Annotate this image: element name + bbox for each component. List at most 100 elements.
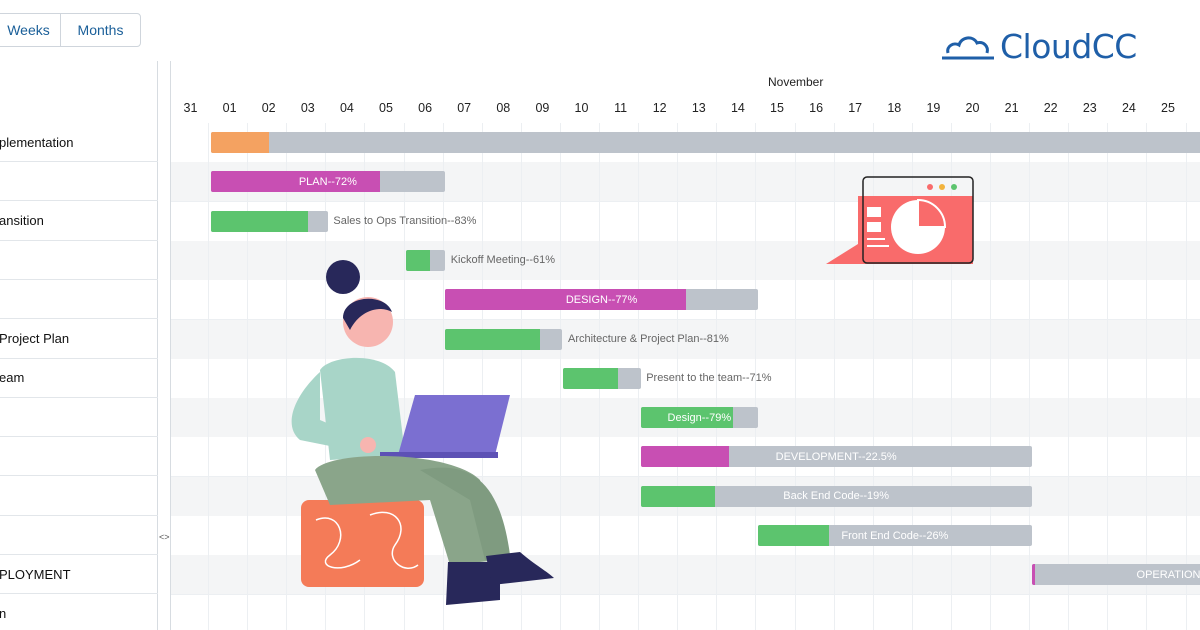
day-gridline	[481, 123, 483, 630]
task-progress-fill	[640, 446, 729, 468]
day-gridline	[325, 123, 327, 630]
months-view-button[interactable]: Months	[60, 13, 141, 47]
month-label: November	[768, 75, 824, 89]
task-side-label: Architecture & Project Plan--81%	[568, 332, 729, 345]
day-label: 06	[418, 101, 433, 115]
day-label: 14	[730, 101, 745, 115]
task-bar[interactable]: PLAN--72%	[210, 171, 446, 193]
task-bar[interactable]: OPERATIONS DEPL	[1031, 564, 1200, 586]
task-bar-label: Design--79%	[667, 411, 732, 424]
day-label: 18	[887, 101, 902, 115]
task-progress-fill	[210, 132, 270, 153]
timeline-row	[171, 594, 1200, 630]
task-bar[interactable]	[210, 132, 1200, 153]
task-bar[interactable]: Back End Code--19%	[640, 485, 1032, 507]
task-bar-label: Back End Code--19%	[783, 490, 890, 503]
day-label: 10	[574, 101, 589, 115]
day-label: 20	[965, 101, 980, 115]
day-label: 21	[1004, 101, 1019, 115]
day-label: 04	[339, 101, 354, 115]
day-gridline	[403, 123, 405, 630]
task-bar-label	[211, 132, 1200, 153]
day-label: 12	[652, 101, 667, 115]
day-gridline	[364, 123, 366, 630]
day-label: 15	[770, 101, 784, 115]
task-progress-fill	[210, 171, 380, 193]
day-label: 11	[614, 101, 628, 115]
task-name-row[interactable]	[0, 162, 158, 202]
brand-name: CloudCC	[1000, 26, 1137, 66]
task-name-row[interactable]: PLOYMENT	[0, 555, 158, 595]
task-bar[interactable]: Front End Code--26%	[758, 525, 1032, 546]
task-progress-fill	[406, 249, 430, 271]
day-gridline	[1146, 123, 1148, 630]
day-label: 05	[379, 101, 393, 115]
column-resizer[interactable]	[159, 61, 171, 630]
day-gridline	[208, 123, 209, 630]
task-name-row[interactable]	[0, 241, 158, 280]
day-label: 24	[1121, 101, 1136, 115]
task-name-row[interactable]	[0, 398, 158, 438]
task-name-label: eam	[0, 370, 25, 386]
task-name-label: n	[0, 606, 6, 621]
toolbar: Weeks Months	[0, 0, 1200, 62]
day-gridline	[911, 123, 913, 630]
task-bar-label: DESIGN--77%	[565, 293, 638, 306]
task-side-label: Sales to Ops Transition--83%	[333, 214, 477, 227]
day-gridline	[872, 123, 874, 630]
resize-handle-icon[interactable]: <>	[159, 532, 170, 542]
day-label: 23	[1082, 101, 1097, 115]
task-bar-label: Front End Code--26%	[841, 529, 949, 542]
day-label: 13	[691, 101, 706, 115]
day-gridline	[1068, 123, 1070, 630]
task-name-row[interactable]	[0, 477, 158, 516]
task-bar[interactable]	[562, 367, 641, 389]
task-progress-fill	[640, 407, 734, 429]
task-progress-fill	[640, 485, 715, 507]
task-bar[interactable]: DEVELOPMENT--22.5%	[640, 446, 1032, 468]
task-progress-fill	[445, 289, 687, 311]
day-gridline	[716, 123, 718, 630]
day-label: 09	[535, 101, 550, 115]
task-name-row[interactable]	[0, 280, 158, 320]
day-label: 01	[222, 101, 237, 115]
day-label: 25	[1161, 101, 1175, 115]
task-name-row[interactable]: Project Plan	[0, 320, 158, 359]
timeline-row	[171, 201, 1200, 241]
day-label: 22	[1043, 101, 1058, 115]
day-label: 19	[926, 101, 941, 115]
task-side-label: Kickoff Meeting--61%	[450, 253, 556, 266]
task-progress-fill	[562, 367, 618, 389]
task-bar[interactable]	[445, 328, 563, 350]
day-gridline	[442, 123, 444, 630]
task-name-row[interactable]: ansition	[0, 202, 158, 241]
day-label: 16	[809, 101, 824, 115]
day-label: 07	[457, 101, 472, 115]
task-name-label: Project Plan	[0, 331, 70, 346]
task-progress-fill	[445, 328, 541, 350]
task-name-label: ansition	[0, 213, 44, 229]
day-label: 02	[261, 101, 276, 115]
task-name-row[interactable]	[0, 437, 158, 477]
weeks-view-button[interactable]: Weeks	[0, 13, 61, 47]
day-label: 31	[183, 101, 198, 115]
task-bar[interactable]	[210, 210, 328, 232]
task-name-row[interactable]: n	[0, 595, 158, 630]
task-name-row[interactable]: plementation	[0, 123, 158, 162]
gantt-timeline: November 31 01 02 03 04 05 06 07 08 09 10 11 12 13 14 1…	[171, 61, 1200, 630]
day-gridline	[559, 123, 561, 630]
day-label: 03	[300, 101, 315, 115]
task-bar[interactable]	[406, 249, 446, 271]
day-gridline	[833, 123, 835, 630]
task-side-label: Present to the team--71%	[646, 371, 772, 384]
day-gridline	[677, 123, 679, 630]
day-gridline	[755, 123, 757, 630]
day-gridline	[990, 123, 991, 630]
task-name-row[interactable]: eam	[0, 359, 158, 398]
task-bar[interactable]: Design--79%	[640, 407, 758, 429]
day-label: 08	[496, 101, 511, 115]
day-gridline	[794, 123, 796, 630]
task-bar[interactable]: DESIGN--77%	[445, 289, 758, 311]
day-gridline	[286, 123, 288, 630]
task-name-row[interactable]	[0, 516, 158, 555]
